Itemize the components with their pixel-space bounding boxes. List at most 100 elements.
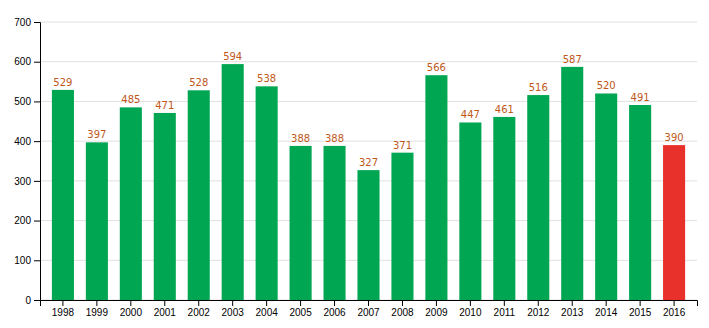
bar [391,153,413,300]
data-label: 566 [427,62,446,73]
x-tick-mark [96,300,97,306]
x-tick-mark [164,300,165,306]
bar [324,146,346,300]
x-tick: 2011 [494,300,516,318]
y-tick-mark [34,101,40,102]
x-axis: 1998 1999 2000 2001 2002 2003 2004 2005 2006 2007… [41,300,698,318]
x-tick-mark [232,300,233,306]
data-label: 388 [291,133,310,144]
y-tick-label: 500 [14,96,31,107]
data-label: 529 [53,77,72,88]
x-tick: 2006 [323,300,346,318]
bar [527,95,549,300]
bar [86,142,108,300]
x-tick: 2013 [561,300,584,318]
x-tick-mark [130,300,131,306]
x-tick-mark [62,300,63,306]
x-tick-label: 2010 [459,307,482,318]
data-label: 516 [529,82,548,93]
x-tick: 1999 [86,300,109,318]
y-tick: 300 [14,176,40,187]
bar [493,117,515,300]
bar [595,93,617,300]
x-tick-mark [198,300,199,306]
x-tick-mark [606,300,607,306]
x-tick-mark [266,300,267,306]
x-tick: 2005 [289,300,312,318]
bar [629,105,651,300]
grid [40,22,697,300]
x-tick-label: 2001 [154,307,177,318]
data-label: 587 [563,54,582,65]
y-tick: 200 [14,215,40,226]
x-tick: 2003 [222,300,245,318]
data-label: 461 [495,104,514,115]
data-label: 471 [155,100,174,111]
bar [120,107,142,300]
x-tick-mark [436,300,437,306]
x-tick-label: 2011 [494,307,516,318]
x-tick-mark [402,300,403,306]
x-tick-mark [300,300,301,306]
plot: 0 100 200 300 400 500 600 700 1998 1999 2000 2001 20… [14,17,697,318]
y-tick-label: 200 [14,215,31,226]
y-tick: 500 [14,96,40,107]
y-axis: 0 100 200 300 400 500 600 700 [14,17,40,306]
data-label: 327 [359,157,378,168]
chart: 0 100 200 300 400 500 600 700 1998 1999 2000 2001 20… [0,0,709,328]
y-axis-line [34,23,41,301]
bar [290,146,312,300]
bar [459,122,481,300]
data-label: 594 [223,51,242,62]
y-tick: 400 [14,136,40,147]
y-tick: 700 [14,17,40,28]
data-label: 520 [597,80,616,91]
grid-line [40,61,697,62]
y-tick: 0 [25,295,40,306]
bar [52,90,74,300]
x-tick: 2012 [527,300,550,318]
data-label: 390 [665,132,684,143]
y-tick-mark [34,181,40,182]
x-tick-label: 2016 [663,307,686,318]
y-tick-label: 300 [14,176,31,187]
bar [663,145,685,300]
x-tick-label: 2002 [188,307,211,318]
x-tick-label: 2004 [256,307,279,318]
x-tick: 2016 [663,300,686,318]
x-tick-label: 2009 [425,307,448,318]
bar [425,75,447,300]
x-tick: 2014 [595,300,618,318]
data-label: 388 [325,133,344,144]
x-tick-label: 1999 [86,307,109,318]
x-tick-mark [504,300,505,306]
x-tick-label: 2013 [561,307,584,318]
x-tick: 2015 [629,300,652,318]
x-tick: 1998 [52,300,75,318]
data-label: 528 [189,77,208,88]
x-tick-label: 1998 [52,307,75,318]
y-tick: 100 [14,255,40,266]
x-tick: 2010 [459,300,482,318]
x-tick-label: 2007 [357,307,380,318]
x-tick-mark [368,300,369,306]
x-tick-label: 2014 [595,307,618,318]
x-tick-label: 2000 [120,307,143,318]
x-tick: 2000 [120,300,143,318]
x-tick: 2007 [357,300,380,318]
bar [561,67,583,300]
x-tick-mark [572,300,573,306]
y-tick-label: 700 [14,17,31,28]
y-tick-mark [34,22,40,23]
data-label: 491 [631,92,650,103]
x-tick-label: 2003 [222,307,245,318]
y-tick-mark [34,62,40,63]
x-tick-label: 2008 [391,307,414,318]
x-tick-mark [674,300,675,306]
x-tick: 2004 [256,300,279,318]
x-tick-mark [640,300,641,306]
y-tick: 600 [14,56,40,67]
x-tick-mark [470,300,471,306]
x-tick: 2009 [425,300,448,318]
x-tick-mark [538,300,539,306]
